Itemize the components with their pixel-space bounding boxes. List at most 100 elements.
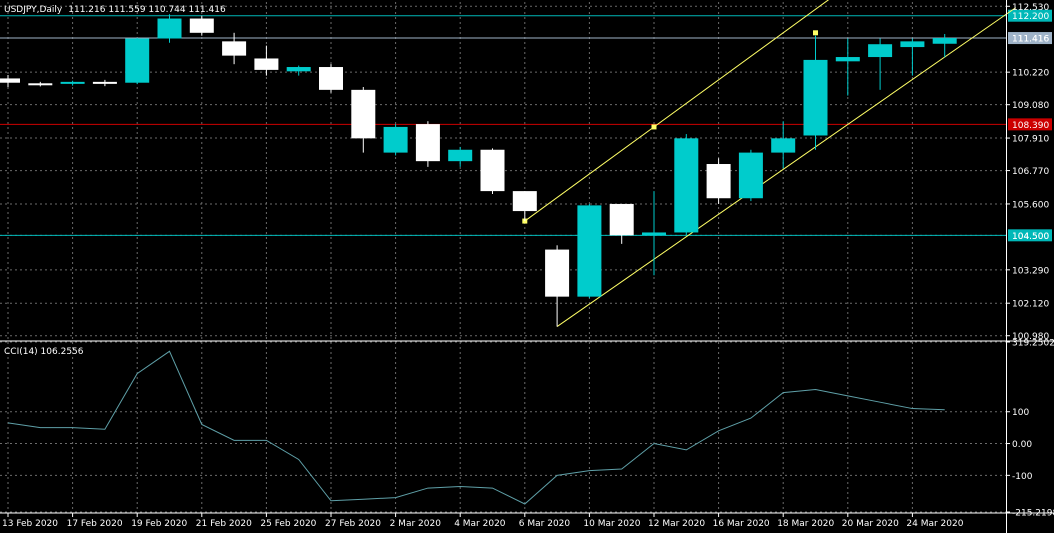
candle-body[interactable] — [319, 67, 343, 90]
price-line-label: 111.416 — [1012, 35, 1049, 45]
candle-body[interactable] — [674, 138, 699, 233]
candle-body[interactable] — [868, 44, 893, 58]
channel-lower-line[interactable] — [556, 7, 1017, 328]
candle-body[interactable] — [706, 164, 731, 199]
price-tick-label: 110.220 — [1012, 69, 1049, 79]
candle[interactable] — [92, 79, 117, 87]
time-tick-label: 13 Feb 2020 — [2, 519, 58, 529]
candle[interactable] — [383, 124, 408, 156]
candle[interactable] — [157, 14, 182, 43]
candle-body[interactable] — [286, 67, 311, 72]
candle[interactable] — [28, 81, 53, 87]
candle-body[interactable] — [125, 38, 150, 83]
channel-anchor-point[interactable] — [813, 30, 818, 36]
candle-body[interactable] — [157, 18, 182, 39]
price-line-label: 104.500 — [1012, 232, 1049, 242]
candle[interactable] — [415, 121, 440, 167]
channel-anchor-point[interactable] — [651, 124, 657, 130]
candle-body[interactable] — [803, 59, 828, 136]
candle[interactable] — [642, 191, 666, 276]
candle-body[interactable] — [448, 149, 473, 162]
price-tick-label: 103.290 — [1012, 266, 1049, 276]
cci-tick-label: -215.2198 — [1012, 509, 1054, 519]
candle[interactable] — [803, 35, 828, 150]
candle[interactable] — [900, 38, 925, 76]
candle-body[interactable] — [609, 203, 634, 236]
candle-body[interactable] — [738, 152, 763, 199]
candle-body[interactable] — [932, 38, 957, 44]
candle[interactable] — [189, 15, 214, 36]
time-tick-label: 25 Feb 2020 — [260, 519, 316, 529]
candle[interactable] — [222, 32, 247, 65]
candle-body[interactable] — [351, 89, 376, 139]
candle-body[interactable] — [222, 41, 247, 56]
price-tick-label: 100.980 — [1012, 332, 1049, 342]
time-tick-label: 17 Feb 2020 — [67, 519, 123, 529]
candle-body[interactable] — [642, 232, 666, 236]
candle-body[interactable] — [28, 83, 53, 86]
candle-body[interactable] — [512, 191, 537, 212]
price-tick-label: 112.530 — [1012, 3, 1049, 13]
candle-body[interactable] — [383, 126, 408, 153]
candle-body[interactable] — [415, 124, 440, 162]
candle[interactable] — [706, 158, 731, 204]
candle[interactable] — [609, 203, 634, 244]
candle[interactable] — [512, 191, 537, 222]
candle[interactable] — [319, 64, 343, 93]
candle-body[interactable] — [92, 81, 117, 84]
price-tick-label: 102.120 — [1012, 300, 1049, 310]
candle-body[interactable] — [0, 78, 20, 83]
candle[interactable] — [674, 134, 699, 236]
candle-body[interactable] — [771, 138, 796, 153]
time-tick-label: 10 Mar 2020 — [583, 519, 640, 529]
candles[interactable] — [0, 14, 957, 327]
cci-title: CCI(14) 106.2556 — [4, 347, 84, 357]
price-tick-label: 105.600 — [1012, 200, 1049, 210]
candle[interactable] — [545, 245, 570, 327]
price-tick-label: 107.910 — [1012, 135, 1049, 145]
time-tick-label: 16 Mar 2020 — [713, 519, 770, 529]
time-tick-label: 27 Feb 2020 — [325, 519, 381, 529]
candle-body[interactable] — [835, 57, 860, 62]
time-tick-label: 21 Feb 2020 — [196, 519, 252, 529]
candle[interactable] — [771, 121, 796, 169]
candle[interactable] — [125, 37, 150, 85]
candle[interactable] — [738, 149, 763, 202]
cci-panel — [7, 350, 945, 505]
candle[interactable] — [932, 33, 957, 58]
candle[interactable] — [480, 148, 505, 194]
candle-body[interactable] — [900, 41, 925, 48]
price-tick-label: 111.416 — [1012, 35, 1049, 45]
candle[interactable] — [448, 146, 473, 167]
channel-upper-line[interactable] — [524, 0, 864, 222]
price-tick-label: 106.770 — [1012, 167, 1049, 177]
time-axis: 13 Feb 2020 17 Feb 2020 19 Feb 2020 21 Feb … — [2, 513, 964, 529]
price-line-label: 112.200 — [1012, 12, 1049, 22]
candle[interactable] — [868, 38, 893, 90]
candle[interactable] — [835, 38, 860, 96]
cci-tick-label: -100 — [1012, 472, 1033, 482]
price-tick-label: 109.080 — [1012, 101, 1049, 111]
candle-body[interactable] — [480, 149, 505, 192]
candle[interactable] — [286, 65, 311, 76]
time-tick-label: 24 Mar 2020 — [906, 519, 963, 529]
candle[interactable] — [254, 45, 279, 76]
price-tick-label: 104.500 — [1012, 232, 1049, 242]
candle[interactable] — [0, 75, 20, 87]
cci-tick-label: 0.00 — [1012, 440, 1032, 450]
candle-body[interactable] — [577, 205, 602, 297]
price-line-label-bg — [1008, 118, 1052, 131]
price-axis: 112.530 111.416 110.220 109.080 107.910 106.7… — [1006, 3, 1049, 342]
candle-body[interactable] — [60, 81, 85, 84]
candle[interactable] — [60, 80, 85, 86]
time-tick-label: 2 Mar 2020 — [390, 519, 442, 529]
candle-body[interactable] — [189, 18, 214, 33]
candle-body[interactable] — [254, 58, 279, 70]
candle[interactable] — [577, 203, 602, 299]
candle-body[interactable] — [545, 249, 570, 297]
time-tick-label: 20 Mar 2020 — [842, 519, 899, 529]
candle[interactable] — [351, 86, 376, 153]
